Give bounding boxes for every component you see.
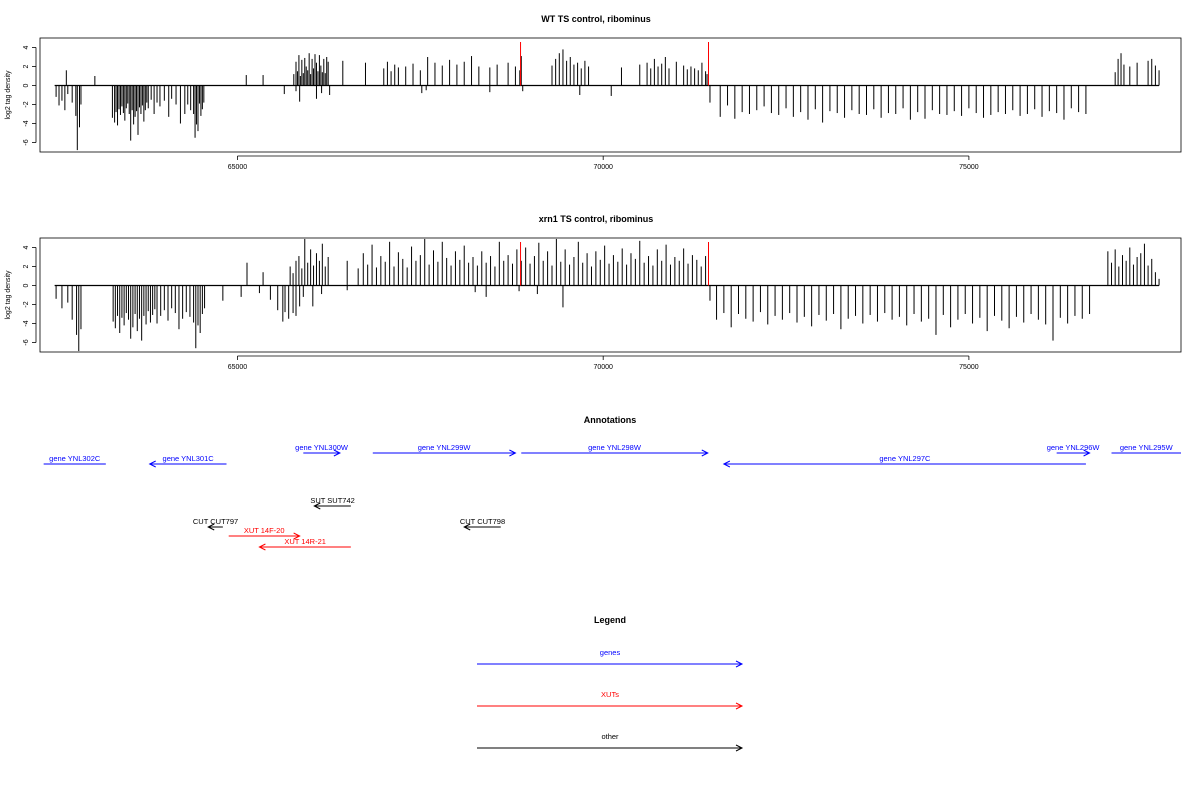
annotations-track: Annotations gene YNL302C gene YNL301Cgene…	[43, 415, 1181, 551]
annotation-features: gene YNL302C gene YNL301C gene YNL300W gene…	[43, 443, 1181, 551]
legend-label: other	[601, 732, 619, 741]
density-bars	[54, 42, 1160, 151]
y-tick-label: 2	[23, 264, 30, 268]
legend-label: XUTs	[601, 690, 619, 699]
y-tick-label: 0	[23, 83, 30, 87]
plot-frame	[39, 37, 1182, 153]
legend-item: XUTs	[477, 690, 744, 710]
arrow-head	[735, 660, 744, 668]
annotations-title: Annotations	[584, 415, 637, 425]
legend: Legend genes XUTs other	[477, 615, 744, 752]
annotation-feature: gene YNL299W	[372, 443, 517, 457]
arrow-head	[148, 460, 156, 468]
xrn1-density-panel: xrn1 TS control, ribominus log2 tag dens…	[5, 214, 1182, 371]
annotation-feature: XUT 14R-21	[258, 537, 351, 551]
annotation-feature: gene YNL302C	[43, 454, 106, 465]
arrow-head	[293, 532, 301, 540]
arrow-head	[258, 543, 266, 551]
feature-label: gene YNL297C	[879, 454, 931, 463]
x-tick-label: 70000	[593, 364, 613, 371]
arrow-head	[313, 502, 321, 510]
legend-item: genes	[477, 648, 744, 668]
x-tick-label: 65000	[228, 364, 248, 371]
x-axis: 65000 70000 75000	[228, 355, 979, 371]
x-axis: 65000 70000 75000	[228, 155, 979, 171]
y-tick-label: -6	[23, 339, 30, 345]
y-tick-label: -4	[23, 120, 30, 126]
y-tick-label: 0	[23, 283, 30, 287]
legend-item: other	[477, 732, 744, 752]
y-axis: -6 -4 -2 0 2 4	[23, 45, 37, 146]
annotation-feature: gene YNL295W	[1111, 443, 1181, 454]
panel-title: WT TS control, ribominus	[541, 14, 651, 24]
feature-label: gene YNL301C	[163, 454, 215, 463]
y-axis-label: log2 tag density	[5, 70, 12, 120]
annotation-feature: gene YNL300W	[295, 443, 349, 457]
feature-label: gene YNL296W	[1047, 443, 1101, 452]
wt-density-panel: WT TS control, ribominus log2 tag densit…	[5, 14, 1182, 171]
feature-label: gene YNL302C	[49, 454, 101, 463]
arrow-head	[735, 702, 744, 710]
feature-label: CUT CUT798	[460, 517, 505, 526]
arrow-head	[701, 449, 709, 457]
arrow-head	[463, 523, 471, 531]
legend-title: Legend	[594, 615, 626, 625]
feature-label: CUT CUT797	[193, 517, 238, 526]
annotation-feature: CUT CUT798	[460, 517, 505, 531]
annotation-feature: gene YNL301C	[148, 454, 227, 468]
y-tick-label: -4	[23, 320, 30, 326]
feature-label: SUT SUT742	[310, 496, 354, 505]
x-tick-label: 75000	[959, 164, 979, 171]
annotation-feature: gene YNL296W	[1047, 443, 1101, 457]
y-tick-label: -2	[23, 301, 30, 307]
arrow-head	[509, 449, 517, 457]
annotation-feature: SUT SUT742	[310, 496, 355, 510]
annotation-feature: XUT 14F-20	[228, 526, 301, 540]
annotation-feature: gene YNL297C	[722, 454, 1086, 468]
annotation-feature: CUT CUT797	[193, 517, 238, 531]
y-tick-label: -6	[23, 139, 30, 145]
feature-label: gene YNL299W	[418, 443, 472, 452]
feature-label: XUT 14F-20	[244, 526, 285, 535]
y-axis: -6 -4 -2 0 2 4	[23, 245, 37, 346]
plot-frame	[39, 237, 1182, 353]
legend-items: genes XUTs other	[477, 648, 744, 752]
feature-label: gene YNL295W	[1120, 443, 1174, 452]
arrow-head	[722, 460, 731, 468]
feature-label: XUT 14R-21	[284, 537, 326, 546]
arrow-head	[333, 449, 341, 457]
y-tick-label: 4	[23, 45, 30, 49]
feature-label: gene YNL298W	[588, 443, 642, 452]
x-tick-label: 75000	[959, 364, 979, 371]
density-bars	[54, 238, 1160, 352]
panel-title: xrn1 TS control, ribominus	[539, 214, 654, 224]
arrow-head	[1083, 449, 1091, 457]
legend-label: genes	[600, 648, 621, 657]
feature-label: gene YNL300W	[295, 443, 349, 452]
y-tick-label: 2	[23, 64, 30, 68]
x-tick-label: 70000	[593, 164, 613, 171]
x-tick-label: 65000	[228, 164, 248, 171]
y-tick-label: -2	[23, 101, 30, 107]
arrow-head	[207, 523, 215, 531]
y-tick-label: 4	[23, 245, 30, 249]
arrow-head	[735, 744, 744, 752]
y-axis-label: log2 tag density	[5, 270, 12, 320]
annotation-feature: gene YNL298W	[521, 443, 709, 457]
